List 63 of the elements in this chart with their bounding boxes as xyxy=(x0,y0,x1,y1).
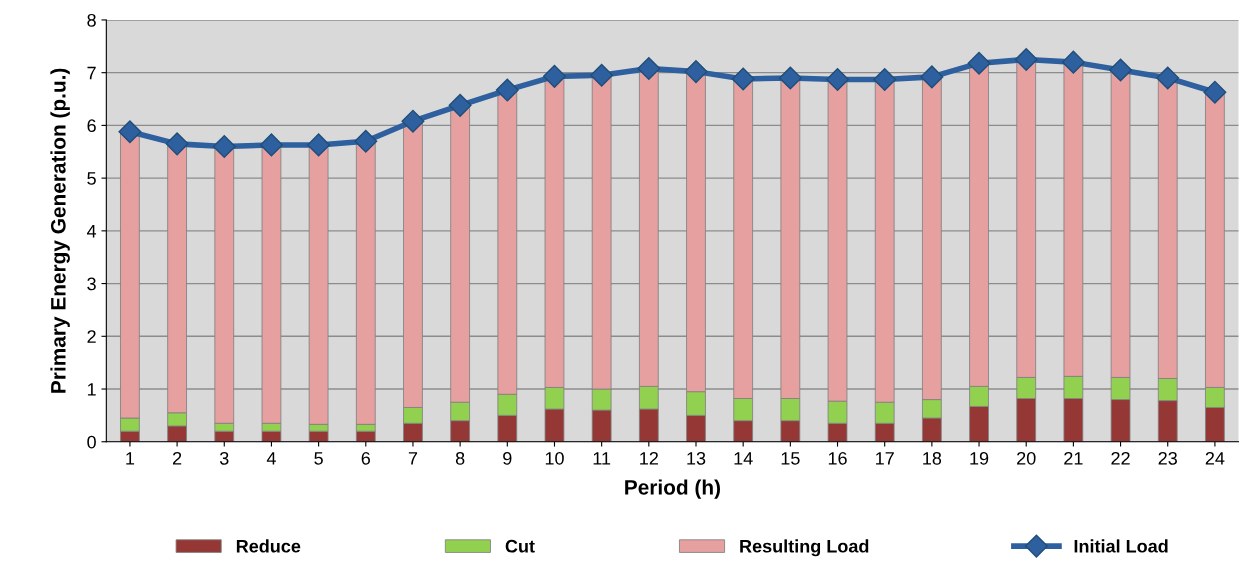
x-tick-label: 18 xyxy=(923,451,942,465)
x-tick-label: 15 xyxy=(781,452,800,465)
point xyxy=(354,129,378,153)
y-axis-title: Primary Energy Generation (p.u.) xyxy=(50,68,70,393)
point xyxy=(920,65,944,89)
point xyxy=(495,78,519,102)
point xyxy=(778,66,802,90)
x-tick-label: 21 xyxy=(1064,451,1083,465)
point xyxy=(1156,66,1180,90)
point xyxy=(212,134,236,158)
point xyxy=(590,63,614,87)
x-tick-label: 17 xyxy=(876,452,894,465)
point xyxy=(1061,50,1085,74)
legend-label: Cut xyxy=(505,539,535,553)
point xyxy=(165,132,189,156)
y-tick-label: 8 xyxy=(87,13,96,27)
x-tick-label: 11 xyxy=(593,452,611,465)
point xyxy=(542,64,566,88)
x-tick-label: 23 xyxy=(1158,451,1177,465)
x-axis-title: Period (h) xyxy=(625,479,720,499)
x-tick-label: 3 xyxy=(219,451,229,465)
x-tick-label: 19 xyxy=(970,451,989,465)
y-tick-label: 5 xyxy=(87,172,96,185)
x-tick-label: 6 xyxy=(361,451,371,465)
point xyxy=(1203,80,1227,104)
y-tick-label: 0 xyxy=(87,435,96,449)
x-tick-label: 4 xyxy=(266,452,276,465)
point xyxy=(118,120,142,144)
point xyxy=(1109,58,1133,82)
y-tick-label: 4 xyxy=(86,224,97,238)
x-tick-label: 5 xyxy=(314,452,323,465)
y-tick-label: 1 xyxy=(87,383,96,396)
x-tick-label: 22 xyxy=(1111,451,1130,465)
point xyxy=(307,133,331,157)
x-tick-label: 9 xyxy=(503,451,512,465)
point xyxy=(259,133,283,157)
legend-label: Initial Load xyxy=(1074,539,1168,553)
x-tick-label: 12 xyxy=(640,451,658,465)
x-tick-label: 16 xyxy=(828,451,847,465)
point xyxy=(637,56,661,80)
x-tick-label: 7 xyxy=(408,452,418,465)
x-tick-label: 2 xyxy=(172,451,182,465)
point xyxy=(448,93,472,117)
x-tick-label: 1 xyxy=(126,452,135,465)
y-tick-label: 7 xyxy=(87,66,96,80)
y-tick-label: 2 xyxy=(87,330,96,343)
y-tick-label: 3 xyxy=(87,277,96,291)
point xyxy=(967,51,991,75)
point xyxy=(826,68,850,92)
point xyxy=(401,109,425,133)
x-tick-label: 10 xyxy=(545,451,564,465)
y-tick-label: 6 xyxy=(87,119,96,133)
point xyxy=(1014,47,1038,71)
point xyxy=(731,67,755,91)
x-tick-label: 24 xyxy=(1205,451,1225,465)
point xyxy=(684,60,708,84)
legend-label: Reduce xyxy=(236,539,301,553)
x-tick-label: 13 xyxy=(687,451,706,465)
x-tick-label: 14 xyxy=(734,452,753,465)
x-tick-label: 8 xyxy=(455,451,465,465)
x-tick-label: 20 xyxy=(1017,451,1036,465)
point xyxy=(873,68,897,92)
legend-label: Resulting Load xyxy=(740,539,869,557)
